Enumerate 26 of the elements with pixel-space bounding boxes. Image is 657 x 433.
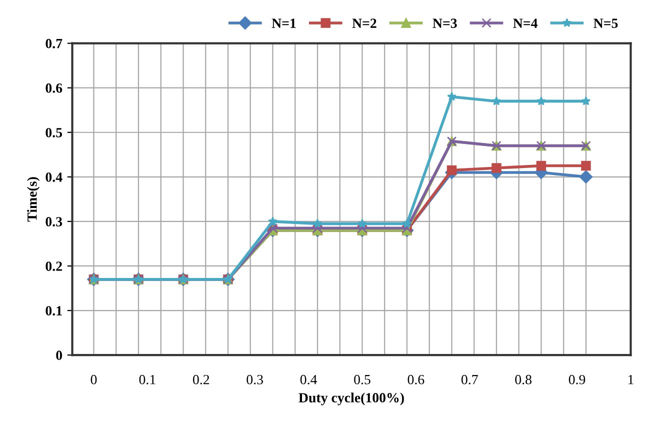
y-tick-label: 0.7 (46, 38, 62, 48)
x-tick-label: 0.6 (408, 374, 424, 384)
legend-label: N=2 (352, 18, 376, 28)
x-tick-label: 0.2 (192, 374, 210, 384)
legend-label: N=1 (272, 18, 296, 28)
y-tick-label: 0.4 (46, 172, 62, 182)
legend-label: N=4 (513, 18, 538, 28)
x-tick-label: 0 (90, 374, 97, 384)
x-tick-label: 0.3 (246, 374, 263, 384)
x-tick-label: 0.5 (354, 374, 370, 384)
x-tick-label: 0.4 (300, 374, 317, 384)
y-axis-title: Time(s) (27, 177, 40, 222)
y-tick-label: 0.6 (46, 83, 62, 93)
x-tick-label: 0.7 (461, 374, 478, 384)
legend-label: N=5 (594, 18, 618, 28)
x-axis-title: Duty cycle(100%) (298, 392, 404, 406)
legend-label: N=3 (432, 18, 457, 28)
x-tick-label: 1 (628, 374, 634, 384)
y-tick-label: 0.1 (46, 306, 62, 316)
x-tick-label: 0.1 (139, 374, 156, 384)
y-tick-label: 0.3 (46, 217, 62, 226)
y-tick-label: 0.5 (46, 128, 62, 138)
y-tick-label: 0.2 (46, 262, 62, 271)
y-tick-label: 0 (56, 350, 62, 360)
x-tick-label: 0.9 (568, 374, 586, 384)
x-tick-label: 0.8 (515, 374, 532, 384)
